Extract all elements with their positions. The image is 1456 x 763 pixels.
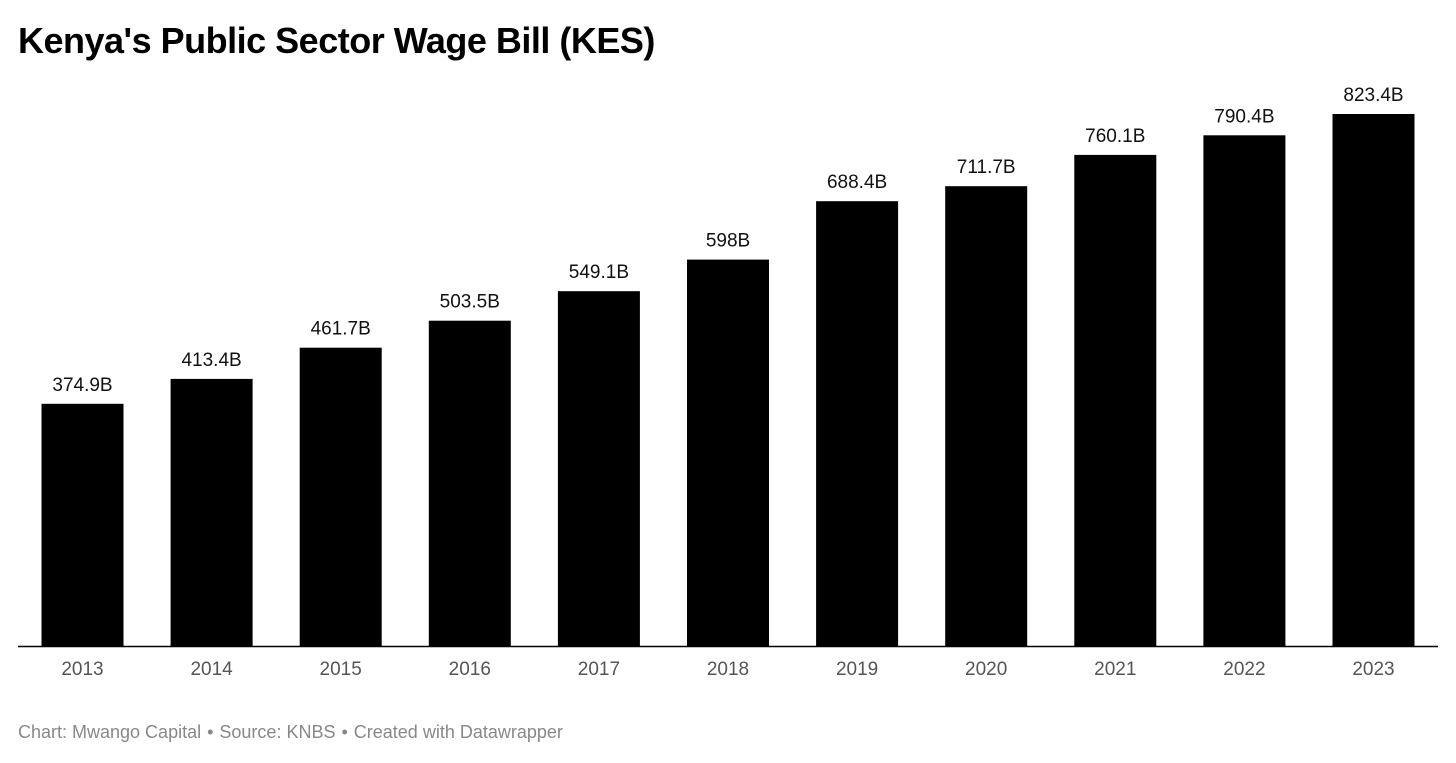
bar-2022 [1203, 135, 1286, 647]
x-tick-label-2021: 2021 [1094, 659, 1136, 680]
value-label-2021: 760.1B [1085, 126, 1145, 147]
x-tick-label-2019: 2019 [836, 659, 878, 680]
bars-group [41, 114, 1415, 647]
value-label-2023: 823.4B [1343, 85, 1403, 106]
chart-footer: Chart: Mwango Capital • Source: KNBS • Creat… [18, 722, 563, 743]
chart-title: Kenya's Public Sector Wage Bill (KES) [18, 20, 655, 61]
bar-2019 [816, 201, 899, 646]
x-tick-label-2020: 2020 [965, 659, 1007, 680]
value-label-2022: 790.4B [1214, 106, 1274, 127]
bar-2018 [687, 259, 769, 646]
bar-2016 [428, 320, 511, 646]
value-label-2015: 461.7B [311, 319, 371, 340]
bar-2020 [945, 186, 1028, 646]
x-tick-label-2014: 2014 [190, 659, 233, 680]
value-label-2019: 688.4B [827, 172, 887, 193]
value-label-2018: 598B [706, 231, 750, 252]
value-label-2014: 413.4B [181, 350, 241, 371]
source-credit: Source: KNBS [219, 722, 336, 742]
bar-2021 [1074, 154, 1157, 646]
bar-2023 [1332, 114, 1415, 646]
x-tick-label-2013: 2013 [61, 659, 103, 680]
bar-2017 [557, 291, 640, 646]
x-axis-tick-labels: 2013 2014 2015 2016 2017 2018 2019 2020 2021 2022… [61, 659, 1394, 680]
bar-2014 [170, 378, 253, 646]
bar-2015 [299, 347, 382, 646]
chart-credit: Chart: Mwango Capital [18, 722, 202, 742]
value-label-2016: 503.5B [440, 292, 500, 313]
x-tick-label-2015: 2015 [320, 659, 362, 680]
value-label-2020: 711.7B [957, 157, 1016, 178]
value-label-2017: 549.1B [569, 262, 629, 283]
x-tick-label-2023: 2023 [1352, 659, 1394, 680]
footer-separator: • [341, 722, 348, 742]
footer-separator: • [207, 722, 214, 742]
x-tick-label-2017: 2017 [578, 659, 620, 680]
value-label-2013: 374.9B [52, 375, 112, 396]
value-labels-group: 374.9B 413.4B 461.7B 503.5B 549.1B 598B 688.4B… [52, 85, 1403, 396]
x-tick-label-2022: 2022 [1223, 659, 1265, 680]
x-tick-label-2018: 2018 [707, 659, 749, 680]
x-tick-label-2016: 2016 [449, 659, 491, 680]
bar-2013 [41, 403, 124, 646]
created-with-credit: Created with Datawrapper [353, 722, 563, 742]
